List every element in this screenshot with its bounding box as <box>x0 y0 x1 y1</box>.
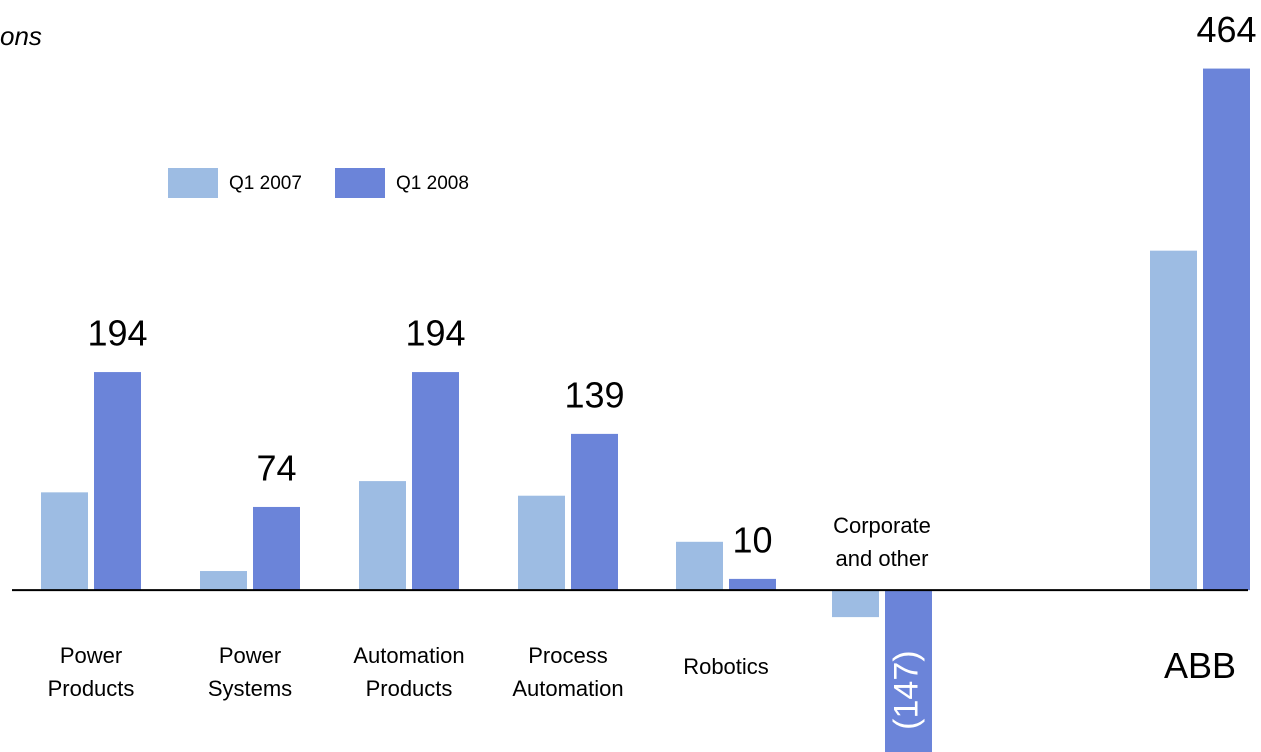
legend-label: Q1 2008 <box>396 173 469 194</box>
legend-label: Q1 2007 <box>229 173 302 194</box>
bar <box>1203 68 1250 591</box>
data-label: 74 <box>256 447 296 488</box>
bar <box>253 506 300 591</box>
bar <box>359 481 406 591</box>
data-label: 464 <box>1196 9 1256 50</box>
x-tick-label: Corporate and other <box>833 513 931 571</box>
data-label: 139 <box>564 374 624 415</box>
bar <box>200 571 247 591</box>
bar <box>571 433 618 591</box>
data-label: (147) <box>887 650 925 729</box>
x-tick-label: Robotics <box>683 654 769 679</box>
bar <box>41 492 88 591</box>
x-tick-label: ABB <box>1164 645 1236 686</box>
bar <box>412 372 459 591</box>
data-label: 194 <box>405 313 465 354</box>
x-tick-label: Power Products <box>48 643 135 701</box>
x-tick-label: Process Automation <box>512 643 623 701</box>
bar <box>1150 250 1197 591</box>
bar <box>676 541 723 591</box>
x-tick-label: Power Systems <box>208 643 292 701</box>
bar <box>94 372 141 591</box>
data-label: 10 <box>732 519 772 560</box>
bar <box>885 590 932 752</box>
bar <box>729 578 776 591</box>
bar <box>518 495 565 591</box>
legend-swatch <box>335 168 385 198</box>
x-tick-label: Automation Products <box>353 643 464 701</box>
legend-swatch <box>168 168 218 198</box>
data-label: 194 <box>87 313 147 354</box>
chart-subtitle: ons <box>0 21 42 51</box>
bar <box>832 590 879 618</box>
